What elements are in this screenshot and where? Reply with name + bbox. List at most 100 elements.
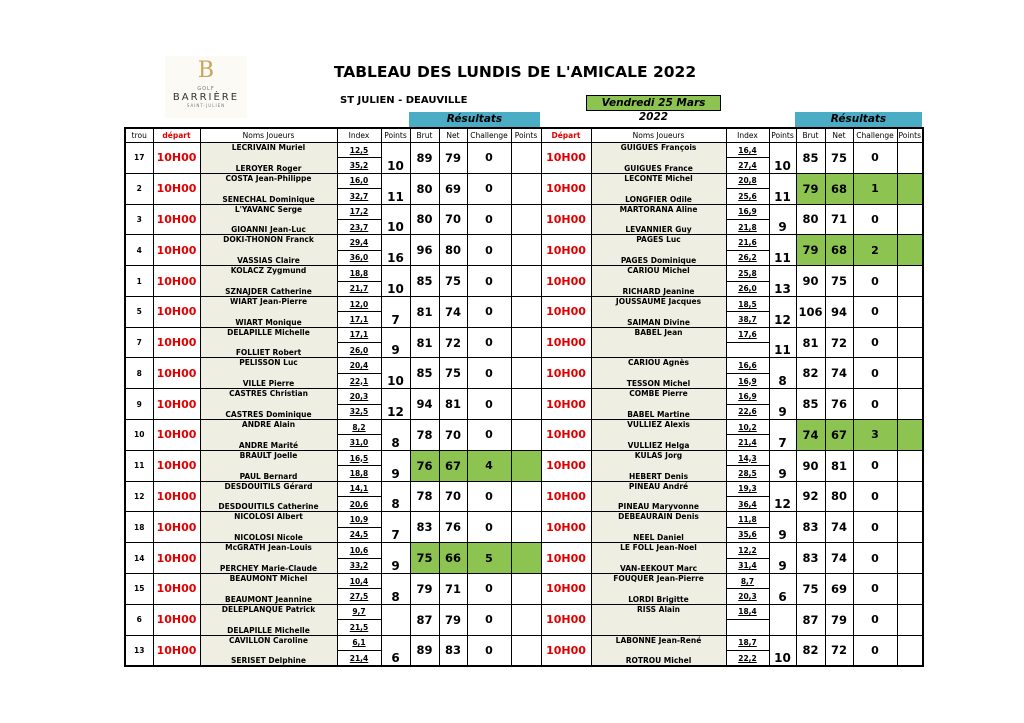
- right-points: 11: [768, 234, 797, 267]
- right-result-points: [896, 326, 924, 359]
- table-row: 18 10H00 NICOLOSI Albert 10,9 7 83 76 0 10H00 DEB…: [124, 511, 924, 544]
- right-challenge: 0: [852, 480, 898, 513]
- right-player-2-name: TESSON Michel: [590, 373, 727, 390]
- left-brut-score: 83: [409, 511, 440, 544]
- right-player-1-name: RISS Alain: [590, 603, 727, 620]
- left-depart-time: 10H00: [152, 142, 201, 174]
- left-points: 11: [380, 172, 411, 205]
- logo-name: BARRIÈRE: [172, 92, 240, 103]
- left-player-2-name: LEROYER Roger: [199, 157, 338, 174]
- right-player-2-name: HEBERT Denis: [590, 465, 727, 482]
- left-player-1-index: 10,6: [336, 542, 382, 559]
- left-result-points: [510, 511, 542, 544]
- left-result-points: [510, 234, 542, 267]
- table-row-second-player: PAUL Bernard 18,8 HEBERT Denis 28,5: [125, 465, 923, 482]
- right-result-points: [896, 203, 924, 236]
- right-player-1-index: 19,3: [725, 480, 770, 497]
- left-points: 10: [380, 265, 411, 297]
- right-points: 12: [768, 295, 797, 328]
- table-row-second-player: NICOLOSI Nicole 24,5 NEEL Daniel 35,6: [125, 526, 923, 544]
- left-challenge: 0: [466, 234, 512, 267]
- left-net-score: 75: [438, 357, 468, 390]
- right-points: [768, 603, 797, 636]
- right-player-1-name: PAGES Luc: [590, 234, 727, 251]
- left-player-1-index: 20,4: [336, 357, 382, 374]
- results-table: trou départ Noms Joueurs Index Points Brut Net…: [124, 127, 924, 668]
- left-brut-score: 96: [409, 234, 440, 267]
- hole-number: 17: [124, 142, 154, 174]
- hole-number: 15: [124, 572, 154, 605]
- left-player-1-name: KOLACZ Zygmund: [199, 265, 338, 282]
- left-brut-score: 80: [409, 203, 440, 236]
- left-depart-time: 10H00: [152, 203, 201, 236]
- right-player-2-name: PAGES Dominique: [590, 250, 727, 267]
- table-row: 9 10H00 CASTRES Christian 20,3 12 94 81 0 10H00 C…: [124, 388, 924, 421]
- left-challenge: 0: [466, 603, 512, 636]
- left-player-1-index: 16,0: [336, 172, 382, 190]
- left-points: 9: [380, 449, 411, 482]
- hole-number: 2: [124, 172, 154, 205]
- right-result-points: [896, 449, 924, 482]
- right-player-2-index: 35,6: [725, 526, 770, 544]
- left-player-1-name: BEAUMONT Michel: [199, 572, 338, 589]
- left-result-points: [510, 449, 542, 482]
- right-player-2-name: LONGFIER Odile: [590, 188, 727, 205]
- right-player-1-name: LE FOLL Jean-Noel: [590, 542, 727, 559]
- left-depart-time: 10H00: [152, 634, 201, 667]
- right-player-1-index: 18,4: [725, 603, 770, 621]
- right-challenge: 0: [852, 142, 898, 174]
- right-player-1-name: VULLIEZ Alexis: [590, 419, 727, 435]
- table-row: 5 10H00 WIART Jean-Pierre 12,0 7 81 74 0 10H00 JO…: [124, 295, 924, 328]
- right-challenge: 0: [852, 265, 898, 297]
- left-player-1-name: NICOLOSI Albert: [199, 511, 338, 528]
- left-net-score: 69: [438, 172, 468, 205]
- header-right-1: Noms Joueurs: [590, 127, 727, 143]
- header-left-2: Noms Joueurs: [199, 127, 338, 143]
- table-row: 17 10H00 LECRIVAIN Muriel 12,5 10 89 79 0 10H00 G…: [124, 141, 924, 174]
- left-brut-score: 81: [409, 326, 440, 359]
- right-challenge: 1: [852, 172, 898, 205]
- left-player-2-index: 22,1: [336, 372, 382, 390]
- table-row: 2 10H00 COSTA Jean-Philippe 16,0 11 80 69 0 10H0…: [124, 172, 924, 205]
- right-player-1-index: 14,3: [725, 449, 770, 467]
- right-player-1-index: 18,5: [725, 295, 770, 313]
- table-row: 1 10H00 KOLACZ Zygmund 18,8 10 85 75 0 10H00 CARI…: [124, 265, 924, 297]
- hole-number: 9: [124, 388, 154, 421]
- right-player-1-index: 25,8: [725, 265, 770, 282]
- right-depart-time: 10H00: [540, 634, 592, 667]
- left-depart-time: 10H00: [152, 449, 201, 482]
- right-player-1-index: 16,9: [725, 388, 770, 405]
- left-result-points: [510, 172, 542, 205]
- right-brut-score: 92: [795, 480, 826, 513]
- left-player-2-name: SENECHAL Dominique: [199, 188, 338, 205]
- table-row-second-player: ANDRE Marité 31,0 VULLIEZ Helga 21,4: [125, 434, 923, 451]
- left-challenge: 0: [466, 203, 512, 236]
- right-player-1-name: BABEL Jean: [590, 326, 727, 343]
- right-player-1-index: 11,8: [725, 511, 770, 528]
- table-row: 11 10H00 BRAULT Joelle 16,5 9 76 67 4 10H00 KULAS…: [124, 449, 924, 482]
- right-net-score: 94: [824, 295, 854, 328]
- right-challenge: 2: [852, 234, 898, 267]
- left-net-score: 71: [438, 572, 468, 605]
- left-net-score: 70: [438, 203, 468, 236]
- left-brut-score: 80: [409, 172, 440, 205]
- right-player-1-name: COMBE Pierre: [590, 388, 727, 405]
- right-net-score: 67: [824, 419, 854, 451]
- left-player-1-index: 20,3: [336, 388, 382, 405]
- left-net-score: 83: [438, 634, 468, 667]
- table-row: 13 10H00 CAVILLON Caroline 6,1 6 89 83 0 10H00 LA…: [124, 634, 924, 667]
- right-player-1-name: MARTORANA Aline: [590, 203, 727, 220]
- right-result-points: [896, 357, 924, 390]
- left-player-2-index: 23,7: [336, 218, 382, 236]
- logo-golf: GOLF: [197, 86, 215, 92]
- left-player-2-index: 33,2: [336, 557, 382, 574]
- right-depart-time: 10H00: [540, 265, 592, 297]
- left-depart-time: 10H00: [152, 265, 201, 297]
- hole-number: 6: [124, 603, 154, 636]
- left-result-points: [510, 419, 542, 451]
- left-result-points: [510, 142, 542, 174]
- header-left-8: Points: [510, 127, 542, 143]
- hole-number: 5: [124, 295, 154, 328]
- right-player-2-name: GUIGUES France: [590, 157, 727, 174]
- header-right-6: Challenge: [852, 127, 898, 143]
